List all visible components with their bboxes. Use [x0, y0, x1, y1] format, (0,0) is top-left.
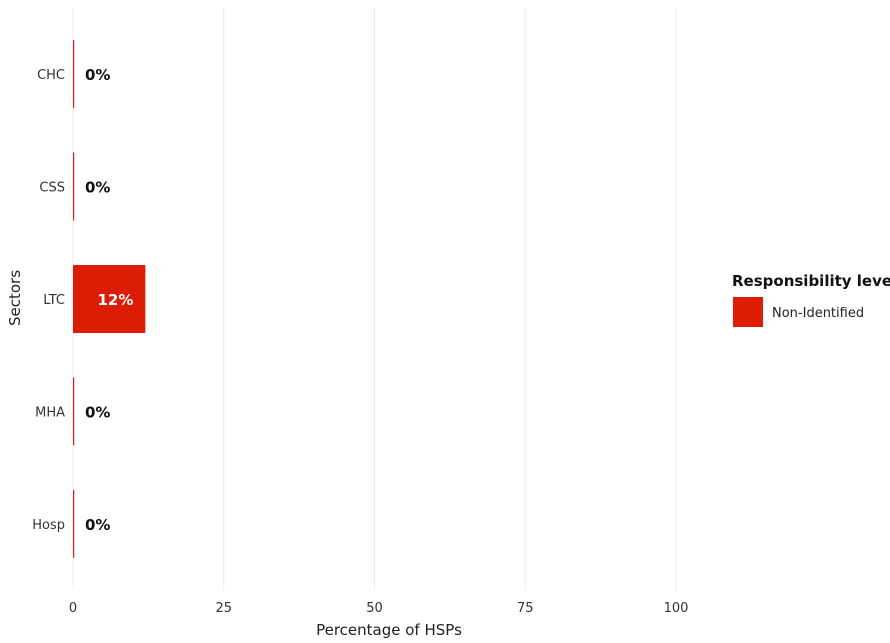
data-label-chc: 0%	[85, 66, 110, 84]
x-tick-label-75: 75	[517, 601, 534, 616]
data-label-mha: 0%	[85, 403, 110, 421]
y-tick-label-chc: CHC	[37, 68, 65, 83]
bar-css	[73, 152, 75, 221]
x-axis-title: Percentage of HSPs	[316, 621, 462, 639]
legend-label-non-identified: Non-Identified	[772, 306, 864, 321]
gridlines	[72, 8, 677, 590]
x-tick-label-50: 50	[366, 601, 383, 616]
legend: Responsibility level Non-Identified	[732, 272, 890, 327]
legend-title: Responsibility level	[732, 272, 890, 290]
y-tick-label-hosp: Hosp	[32, 518, 65, 533]
data-label-ltc: 12%	[97, 291, 133, 309]
legend-swatch-non-identified	[733, 297, 763, 327]
x-tick-label-25: 25	[215, 601, 232, 616]
y-tick-label-css: CSS	[39, 181, 65, 196]
y-axis-ticks: CHC CSS LTC MHA Hosp	[32, 68, 65, 533]
y-tick-label-ltc: LTC	[43, 293, 65, 308]
x-tick-label-0: 0	[69, 601, 77, 616]
y-axis-title: Sectors	[6, 270, 24, 326]
bar-hosp	[73, 489, 75, 558]
bars	[73, 40, 146, 558]
data-label-css: 0%	[85, 179, 110, 197]
bar-ltc	[73, 265, 146, 333]
data-label-hosp: 0%	[85, 516, 110, 534]
x-axis-ticks: 0 25 50 75 100	[69, 601, 689, 616]
bar-mha	[73, 377, 75, 446]
data-labels: 0% 0% 12% 0% 0%	[85, 66, 133, 534]
y-tick-label-mha: MHA	[35, 405, 65, 420]
bar-chc	[73, 40, 75, 109]
x-tick-label-100: 100	[664, 601, 689, 616]
